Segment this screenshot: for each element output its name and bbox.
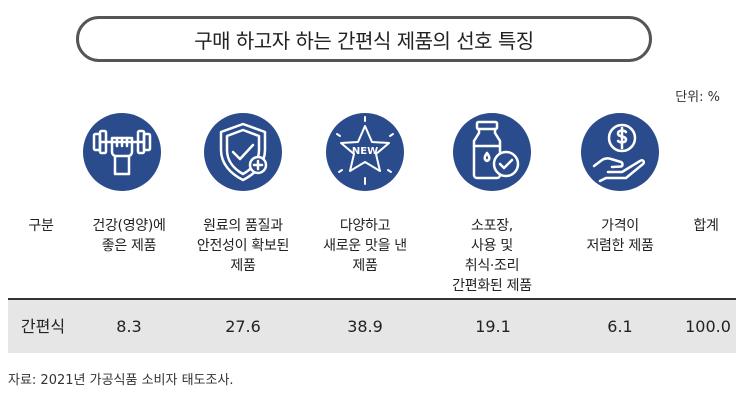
header-category: 구분 bbox=[28, 218, 54, 234]
header-price: 가격이 저렴한 제품 bbox=[586, 218, 654, 254]
new-star-badge-icon: NEW bbox=[326, 113, 404, 191]
milk-bottle-check-icon bbox=[453, 113, 531, 191]
svg-text:NEW: NEW bbox=[352, 146, 378, 157]
source-note: 자료: 2021년 가공식품 소비자 태도조사. bbox=[8, 373, 234, 388]
value-quality: 27.6 bbox=[225, 317, 261, 336]
table-rule bbox=[8, 298, 736, 300]
header-quality: 원료의 품질과 안전성이 확보된 제품 bbox=[196, 218, 290, 274]
shield-check-icon bbox=[204, 113, 282, 191]
table-row bbox=[8, 300, 736, 353]
unit-label: 단위: % bbox=[675, 90, 720, 105]
header-health: 건강(영양)에 좋은 제품 bbox=[92, 218, 166, 254]
header-taste: 다양하고 새로운 맛을 낸 제품 bbox=[323, 218, 407, 274]
value-total: 100.0 bbox=[685, 317, 731, 336]
dumbbell-fist-icon bbox=[83, 113, 161, 191]
value-health: 8.3 bbox=[116, 317, 142, 336]
chart-title: 구매 하고자 하는 간편식 제품의 선호 특징 bbox=[76, 16, 652, 62]
header-convenience: 소포장, 사용 및 취식·조리 간편화된 제품 bbox=[452, 218, 532, 294]
value-price: 6.1 bbox=[607, 317, 633, 336]
dollar-hand-icon bbox=[581, 113, 659, 191]
value-taste: 38.9 bbox=[347, 317, 383, 336]
header-total: 합계 bbox=[693, 218, 719, 234]
row-label: 간편식 bbox=[20, 317, 66, 336]
value-convenience: 19.1 bbox=[475, 317, 511, 336]
